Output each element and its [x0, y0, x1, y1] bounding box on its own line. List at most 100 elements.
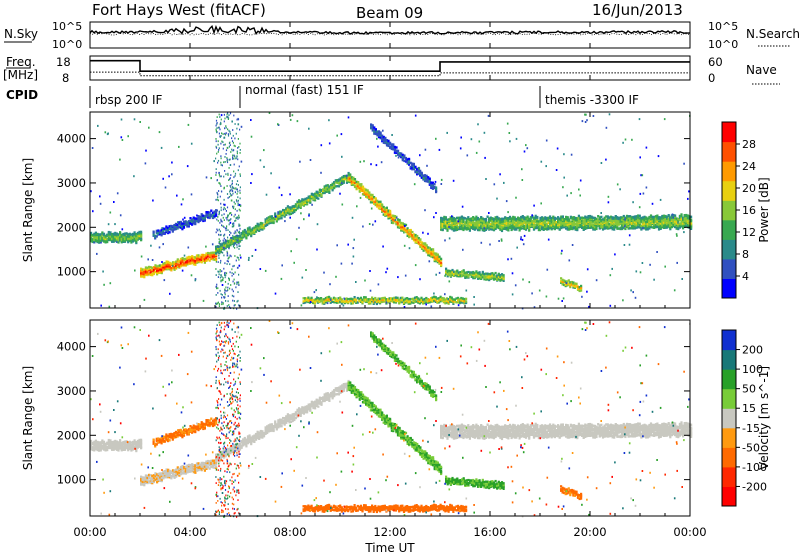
power-cell	[234, 238, 236, 241]
power-cell	[109, 233, 112, 236]
power-cell	[422, 231, 424, 234]
power-cell	[334, 181, 337, 184]
power-cell	[233, 154, 235, 157]
power-cell	[560, 226, 563, 229]
power-cell	[195, 256, 199, 260]
power-cell	[211, 214, 214, 217]
power-cell	[293, 204, 296, 208]
power-cell	[486, 227, 489, 230]
power-cell	[133, 231, 136, 234]
power-cell	[690, 218, 693, 221]
power-cell	[166, 226, 170, 230]
power-cell	[394, 298, 398, 301]
power-cell	[649, 214, 653, 217]
power-cell	[440, 224, 443, 227]
power-cell	[342, 180, 345, 183]
power-cell	[300, 212, 302, 215]
power-cell	[609, 225, 613, 229]
power-cell	[605, 158, 607, 161]
power-cell	[379, 202, 382, 205]
power-cell	[537, 226, 540, 230]
power-cell	[541, 227, 544, 231]
power-cell	[224, 117, 226, 120]
power-cell	[192, 218, 195, 222]
power-cell	[400, 221, 403, 225]
power-cell	[430, 183, 433, 186]
power-cell	[398, 152, 401, 155]
power-cell	[340, 299, 343, 302]
power-cell	[417, 297, 420, 300]
power-cell	[187, 246, 190, 249]
power-cell	[428, 252, 431, 255]
power-cell	[233, 232, 235, 235]
power-cell	[489, 225, 492, 229]
velocity-cell	[104, 447, 107, 450]
power-cell	[194, 278, 197, 281]
power-cell	[133, 175, 135, 178]
power-cell	[562, 186, 564, 189]
power-cell	[504, 216, 507, 219]
power-cell	[219, 234, 221, 237]
power-cell	[331, 300, 334, 303]
power-cell	[566, 216, 569, 219]
power-cell	[419, 172, 422, 175]
power-cell	[468, 225, 471, 228]
power-cell	[419, 174, 422, 177]
power-cell	[572, 286, 575, 289]
power-cell	[215, 171, 217, 174]
power-cell	[649, 263, 651, 266]
power-cell	[218, 248, 220, 251]
power-cell	[191, 257, 194, 260]
power-cell	[515, 196, 517, 199]
power-cell	[219, 123, 221, 126]
power-cell	[302, 300, 305, 303]
power-cell	[393, 301, 395, 304]
power-cell	[582, 219, 585, 222]
power-cell	[375, 298, 378, 302]
power-cell	[340, 182, 343, 185]
power-cell	[449, 216, 452, 219]
power-cell	[215, 198, 217, 201]
power-cell	[520, 238, 522, 241]
power-cell	[510, 224, 513, 227]
power-cell	[557, 219, 560, 222]
power-cell	[215, 174, 217, 176]
power-cell	[339, 182, 342, 185]
power-cell	[614, 215, 617, 218]
power-cell	[521, 168, 523, 171]
power-cell	[422, 177, 425, 180]
power-cell	[194, 220, 197, 223]
power-cell	[563, 176, 565, 179]
power-cell	[143, 298, 146, 301]
power-cell	[389, 209, 392, 213]
power-cell	[336, 179, 339, 182]
power-cell	[174, 222, 178, 226]
power-cell	[203, 254, 206, 257]
power-cell	[560, 220, 563, 223]
power-cell	[289, 193, 291, 196]
power-cell	[470, 219, 473, 222]
power-cell	[614, 253, 616, 256]
power-cell	[223, 226, 225, 228]
power-cell	[234, 220, 236, 222]
power-cell	[674, 214, 677, 217]
power-cell	[427, 248, 430, 251]
power-cell	[231, 148, 233, 151]
power-cell	[640, 174, 642, 177]
power-cell	[385, 210, 388, 213]
power-cell	[219, 195, 221, 198]
power-cell	[632, 224, 635, 228]
power-cell	[179, 220, 182, 224]
power-cell	[215, 268, 217, 270]
power-cell	[119, 233, 122, 236]
power-cell	[646, 222, 649, 226]
power-cell	[268, 112, 271, 114]
power-cell	[216, 218, 218, 221]
power-cell	[163, 262, 167, 265]
power-cell	[603, 220, 606, 223]
power-cell	[218, 245, 221, 248]
power-cell	[316, 297, 319, 300]
power-cell	[428, 299, 431, 303]
power-cell	[232, 280, 234, 283]
power-cell	[588, 305, 590, 308]
